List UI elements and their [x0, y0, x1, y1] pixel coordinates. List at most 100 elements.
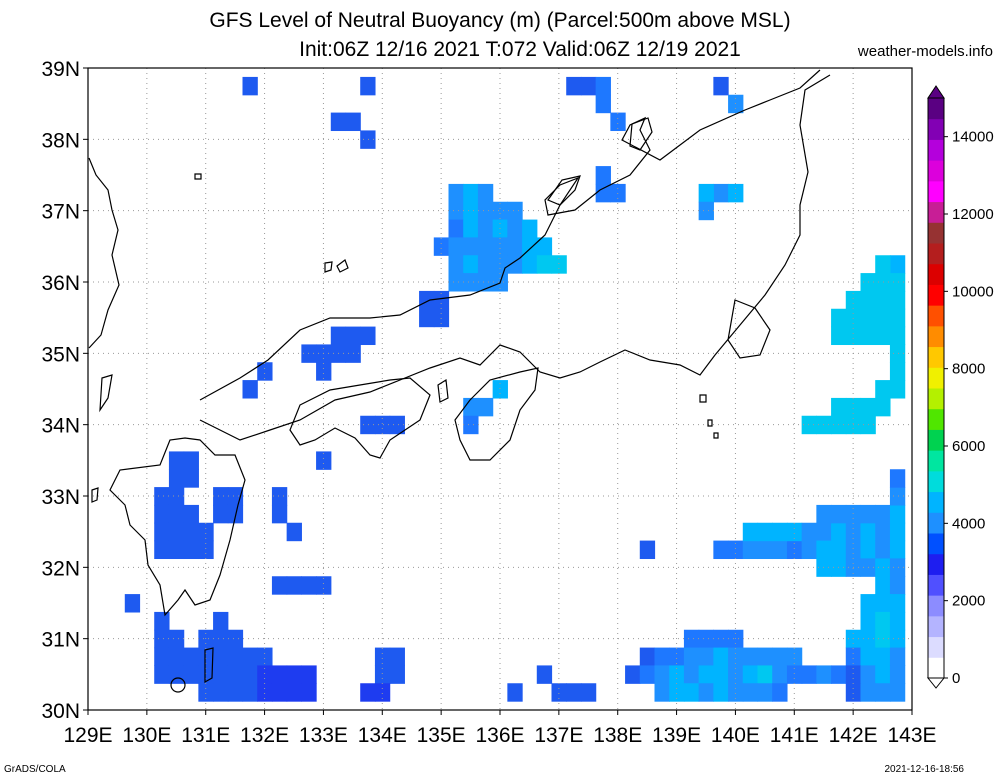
- field-cell: [875, 273, 891, 292]
- field-cell: [889, 665, 906, 684]
- field-cell: [875, 397, 891, 417]
- field-cell: [639, 665, 656, 684]
- field-cell: [742, 647, 759, 667]
- field-cell: [257, 362, 273, 381]
- field-cell: [860, 326, 876, 346]
- field-cell: [772, 540, 788, 560]
- field-cell: [477, 183, 494, 203]
- field-cell: [168, 504, 185, 524]
- field-cell: [374, 683, 391, 702]
- axis-labels: 129E 130E 131E 132E 133E 134E 135E 136E 137E 138E…: [41, 58, 936, 747]
- field-cell: [713, 183, 729, 203]
- field-cell: [477, 397, 494, 417]
- field-cell: [831, 308, 847, 328]
- field-cell: [433, 308, 450, 328]
- field-cell: [698, 647, 714, 667]
- field-cell: [168, 469, 185, 488]
- field-cell: [242, 380, 258, 399]
- field-cell: [757, 683, 773, 702]
- colorbar-label: 8000: [952, 361, 985, 378]
- colorbar-label: 10000: [952, 283, 994, 300]
- field-cell: [669, 683, 685, 702]
- colorbar-swatch: [928, 118, 944, 140]
- colorbar-swatch: [928, 512, 944, 534]
- field-cell: [301, 576, 317, 595]
- field-cell: [360, 76, 376, 96]
- field-cell: [345, 326, 361, 346]
- colorbar-label: 2000: [952, 593, 985, 610]
- lon-tick-label: 129E: [63, 724, 112, 747]
- field-cell: [860, 594, 876, 613]
- field-cell: [183, 665, 199, 684]
- field-cell: [183, 451, 199, 470]
- field-cell: [889, 487, 906, 506]
- colorbar-swatch: [928, 615, 944, 638]
- field-cell: [301, 344, 317, 363]
- field-cell: [154, 522, 170, 542]
- field-cell: [507, 237, 523, 256]
- field-cell: [757, 647, 773, 667]
- field-cell: [595, 183, 611, 203]
- field-cell: [757, 665, 773, 684]
- field-cell: [786, 647, 803, 667]
- field-cell: [213, 683, 229, 702]
- field-cell: [271, 487, 288, 506]
- field-cell: [227, 629, 244, 649]
- lat-tick-label: 39N: [41, 58, 80, 81]
- field-cell: [345, 112, 361, 132]
- lat-tick-label: 32N: [41, 557, 80, 580]
- field-cell: [168, 487, 185, 506]
- lon-tick-label: 138E: [593, 724, 642, 747]
- field-cell: [213, 629, 229, 649]
- field-cell: [286, 665, 302, 684]
- field-cell: [669, 665, 685, 684]
- field-cell: [154, 504, 170, 524]
- field-cell: [875, 504, 891, 524]
- field-cell: [698, 201, 714, 221]
- field-cell: [448, 273, 464, 292]
- field-cell: [698, 683, 714, 702]
- field-cell: [757, 540, 773, 560]
- field-cell: [860, 290, 876, 310]
- field-cell: [875, 326, 891, 346]
- field-cell: [786, 522, 803, 542]
- field-cell: [242, 683, 258, 702]
- site-credit: weather-models.info: [857, 43, 993, 60]
- field-cell: [801, 665, 817, 684]
- field-cell: [845, 665, 862, 684]
- field-cell: [389, 415, 405, 435]
- field-cell: [183, 469, 199, 488]
- field-cell: [713, 647, 729, 667]
- field-cell: [889, 308, 906, 328]
- field-cell: [728, 540, 744, 560]
- colorbar-swatch: [928, 470, 944, 493]
- lon-tick-label: 131E: [181, 724, 230, 747]
- field-cell: [448, 183, 464, 203]
- field-cell: [713, 540, 729, 560]
- colorbar-swatch: [928, 222, 944, 244]
- colorbar-swatch: [928, 325, 944, 348]
- field-cell: [860, 683, 876, 702]
- field-cell: [257, 683, 273, 702]
- footer-timestamp: 2021-12-16-18:56: [884, 764, 964, 775]
- field-cell: [831, 540, 847, 560]
- field-cell: [889, 558, 906, 577]
- field-cell: [786, 540, 803, 560]
- field-cell: [566, 683, 582, 702]
- field-cell: [889, 629, 906, 649]
- field-cell: [492, 201, 508, 221]
- field-cell: [286, 522, 302, 542]
- field-cell: [183, 522, 199, 542]
- field-cell: [801, 540, 817, 560]
- lat-tick-label: 38N: [41, 129, 80, 152]
- field-cell: [463, 273, 479, 292]
- lat-tick-label: 34N: [41, 415, 80, 438]
- field-cell: [801, 522, 817, 542]
- field-cell: [713, 683, 729, 702]
- lon-tick-label: 136E: [475, 724, 524, 747]
- field-cell: [625, 665, 641, 684]
- field-cell: [183, 647, 199, 667]
- field-cell: [889, 540, 906, 560]
- field-cell: [213, 487, 229, 506]
- field-cell: [374, 415, 391, 435]
